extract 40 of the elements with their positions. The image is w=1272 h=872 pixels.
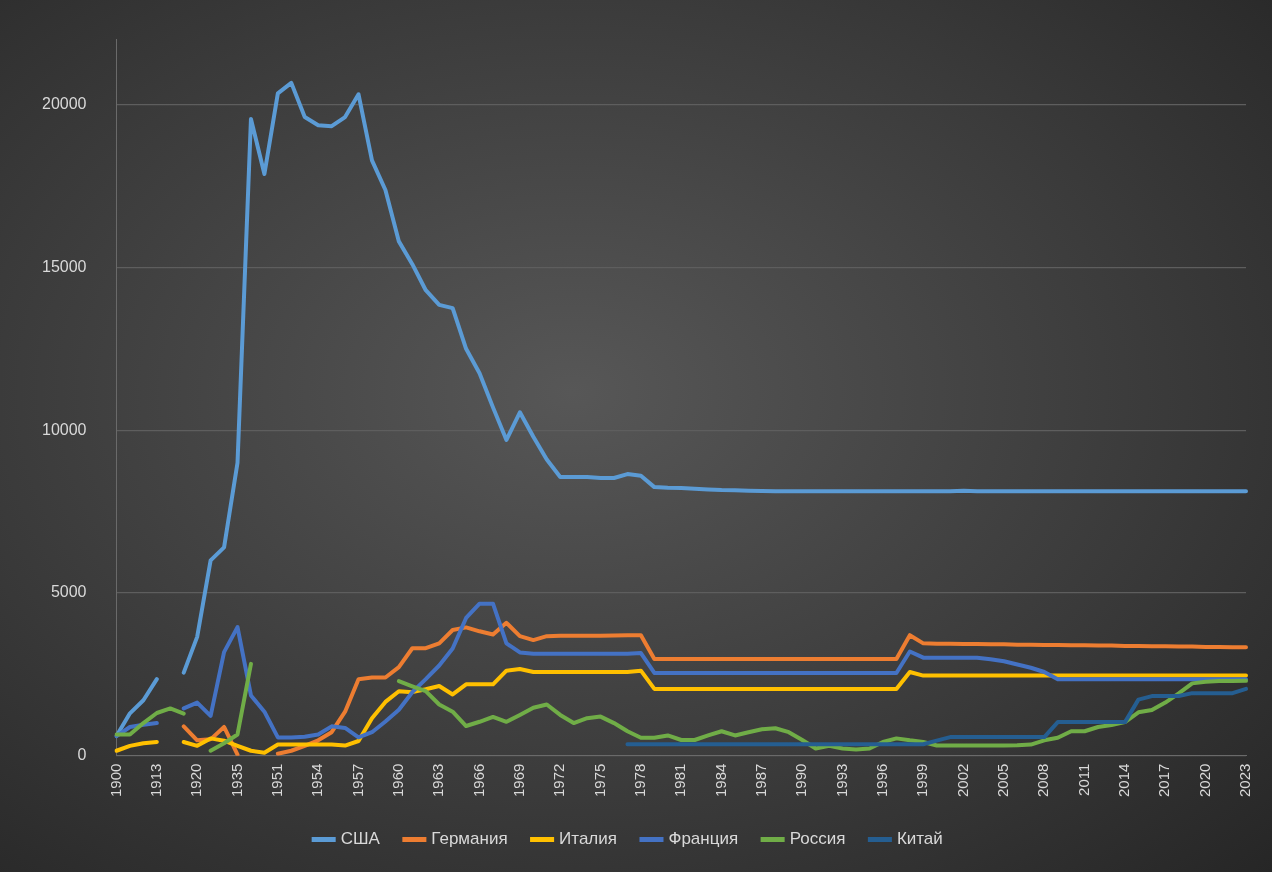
legend-label: Китай <box>896 829 943 849</box>
x-tick-label: 1920 <box>187 763 205 798</box>
x-tick-label: 1913 <box>146 763 164 798</box>
legend-label: США <box>340 829 381 849</box>
x-tick-label: 1972 <box>550 763 568 798</box>
x-tick-label: 1900 <box>106 763 124 798</box>
y-tick-label: 15000 <box>41 257 87 275</box>
x-tick-label: 1993 <box>832 763 850 798</box>
x-tick-label: 1960 <box>389 763 407 798</box>
legend-label: Франция <box>668 829 739 849</box>
x-tick-label: 1981 <box>671 763 689 798</box>
x-tick-label: 1951 <box>267 763 285 798</box>
x-tick-label: 1978 <box>631 763 649 798</box>
x-tick-label: 2014 <box>1115 763 1133 798</box>
x-tick-label: 2002 <box>953 763 971 798</box>
x-tick-label: 2011 <box>1074 763 1092 796</box>
x-tick-label: 2020 <box>1195 763 1213 798</box>
x-tick-label: 2023 <box>1236 763 1254 798</box>
x-tick-label: 2017 <box>1155 763 1173 798</box>
x-tick-label: 1969 <box>510 763 528 798</box>
legend-label: Италия <box>559 829 617 849</box>
x-tick-label: 1935 <box>227 763 245 798</box>
x-tick-label: 2008 <box>1034 763 1052 798</box>
x-tick-label: 1957 <box>348 763 366 798</box>
x-tick-label: 1990 <box>792 763 810 798</box>
x-tick-label: 1984 <box>711 763 729 798</box>
legend-label: Германия <box>431 829 508 849</box>
y-tick-label: 0 <box>77 746 87 764</box>
x-tick-label: 1963 <box>429 763 447 798</box>
y-tick-label: 10000 <box>41 420 87 438</box>
y-tick-label: 20000 <box>41 95 87 113</box>
x-tick-label: 1975 <box>590 763 608 798</box>
x-tick-label: 1966 <box>469 763 487 798</box>
x-tick-label: 1954 <box>308 763 326 798</box>
x-tick-label: 1987 <box>752 763 770 798</box>
x-tick-label: 1996 <box>873 763 891 798</box>
legend-label: Россия <box>789 829 846 849</box>
y-tick-label: 5000 <box>50 583 87 601</box>
x-tick-label: 2005 <box>994 763 1012 798</box>
x-tick-label: 1999 <box>913 763 931 798</box>
